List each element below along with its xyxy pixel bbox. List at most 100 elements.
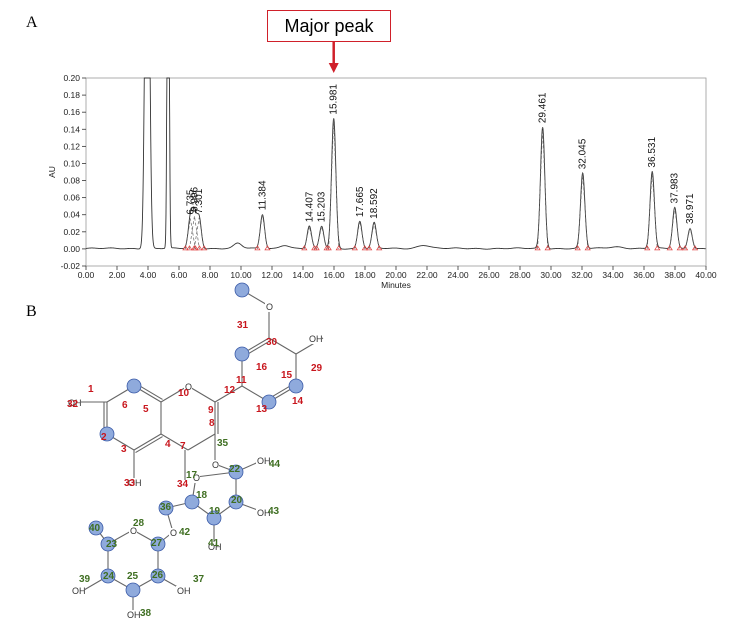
y-tick-label: 0.02 bbox=[63, 227, 80, 237]
bond bbox=[165, 501, 193, 509]
panel-letter-b: B bbox=[26, 303, 37, 320]
x-tick-label: 36.00 bbox=[633, 270, 655, 280]
double-bond bbox=[135, 382, 163, 400]
atom-number: 6 bbox=[122, 400, 128, 411]
atom-highlight bbox=[184, 494, 200, 510]
atom-number: 34 bbox=[177, 479, 189, 490]
x-tick-label: 12.00 bbox=[261, 270, 283, 280]
peak-label: 15.203 bbox=[317, 191, 328, 222]
peak-outline bbox=[368, 222, 380, 249]
bond bbox=[187, 433, 216, 451]
oxygen-label: O bbox=[212, 460, 219, 470]
peak-outline bbox=[257, 214, 268, 249]
label-backdrop bbox=[71, 586, 85, 596]
x-axis-label: Minutes bbox=[381, 280, 411, 290]
x-tick-label: 0.00 bbox=[78, 270, 95, 280]
hydroxyl-label: OH bbox=[72, 586, 86, 596]
label-backdrop bbox=[211, 460, 219, 470]
atom-highlight bbox=[288, 378, 304, 394]
oxygen-label: O bbox=[170, 528, 177, 538]
label-backdrop bbox=[127, 478, 141, 488]
peak-boundary-marker bbox=[351, 245, 358, 251]
peak-outline bbox=[185, 218, 196, 249]
bond bbox=[214, 385, 243, 403]
label-backdrop bbox=[126, 610, 140, 620]
y-tick-label: 0.00 bbox=[63, 244, 80, 254]
bond bbox=[106, 433, 135, 451]
chromatogram-chart: -0.020.000.020.040.060.080.100.120.140.1… bbox=[47, 42, 717, 290]
x-tick-label: 20.00 bbox=[385, 270, 407, 280]
peak-label: 14.407 bbox=[304, 191, 315, 222]
atom-number: 41 bbox=[208, 538, 220, 549]
x-tick-label: 26.00 bbox=[478, 270, 500, 280]
y-tick-label: 0.12 bbox=[63, 141, 80, 151]
peak-boundary-marker bbox=[666, 245, 673, 251]
atom-number: 37 bbox=[193, 574, 205, 585]
peak-label: 36.531 bbox=[647, 137, 658, 168]
bond bbox=[241, 337, 270, 355]
chromatogram-trace bbox=[85, 77, 706, 250]
x-tick-label: 18.00 bbox=[354, 270, 376, 280]
atom-highlight bbox=[150, 568, 166, 584]
peak-boundary-marker bbox=[182, 245, 189, 251]
atom-number: 23 bbox=[106, 539, 118, 550]
bond bbox=[195, 471, 237, 478]
atom-number: 20 bbox=[231, 495, 243, 506]
bond bbox=[187, 385, 216, 403]
atom-number: 19 bbox=[209, 506, 221, 517]
atom-number: 5 bbox=[143, 404, 149, 415]
atom-number: 14 bbox=[292, 396, 304, 407]
peak-boundary-marker bbox=[301, 245, 308, 251]
peak-outline bbox=[189, 215, 200, 249]
oxygen-label: O bbox=[193, 473, 200, 483]
atom-number: 24 bbox=[103, 571, 115, 582]
peak-boundary-marker bbox=[361, 245, 368, 251]
double-bond bbox=[243, 340, 271, 358]
atom-highlight bbox=[261, 394, 277, 410]
x-tick-label: 34.00 bbox=[602, 270, 624, 280]
peak-boundary-marker bbox=[313, 245, 320, 251]
atom-number: 18 bbox=[196, 490, 208, 501]
atom-number: 32 bbox=[67, 399, 79, 410]
atom-number: 29 bbox=[311, 363, 323, 374]
major-peak-callout: Major peak bbox=[267, 10, 391, 42]
atom-highlight bbox=[126, 378, 142, 394]
atom-number: 16 bbox=[256, 362, 268, 373]
double-bond bbox=[135, 436, 163, 454]
y-tick-label: -0.02 bbox=[61, 261, 81, 271]
peak-boundary-marker bbox=[681, 245, 689, 251]
atom-number: 35 bbox=[217, 438, 229, 449]
atom-number: 15 bbox=[281, 370, 293, 381]
bond bbox=[106, 385, 135, 403]
bond bbox=[157, 575, 184, 591]
x-tick-label: 16.00 bbox=[323, 270, 345, 280]
label-backdrop bbox=[176, 586, 190, 596]
peak-outline bbox=[646, 171, 658, 249]
x-tick-label: 24.00 bbox=[447, 270, 469, 280]
peak-boundary-marker bbox=[196, 245, 203, 251]
y-tick-label: 0.10 bbox=[63, 158, 80, 168]
x-tick-label: 4.00 bbox=[140, 270, 157, 280]
bond bbox=[133, 385, 162, 403]
hydroxyl-label: OH bbox=[177, 586, 191, 596]
atom-number: 4 bbox=[165, 439, 171, 450]
atom-highlight bbox=[100, 536, 116, 552]
peak-boundary-marker bbox=[325, 245, 332, 251]
y-tick-label: 0.16 bbox=[63, 107, 80, 117]
atom-number: 22 bbox=[229, 464, 241, 475]
y-tick-label: 0.14 bbox=[63, 124, 80, 134]
hydroxyl-label: OH bbox=[208, 542, 222, 552]
peak-outline bbox=[193, 217, 205, 249]
peak-outline bbox=[537, 127, 548, 249]
bond bbox=[213, 501, 237, 519]
atom-highlight bbox=[234, 346, 250, 362]
atom-number: 25 bbox=[127, 571, 139, 582]
x-tick-label: 38.00 bbox=[664, 270, 686, 280]
hydroxyl-label: OH bbox=[257, 456, 271, 466]
bond bbox=[95, 527, 109, 545]
label-backdrop bbox=[169, 528, 177, 538]
atom-number: 26 bbox=[152, 570, 164, 581]
bond bbox=[107, 575, 134, 591]
peak-boundary-marker bbox=[691, 245, 699, 251]
atom-highlight bbox=[125, 582, 141, 598]
